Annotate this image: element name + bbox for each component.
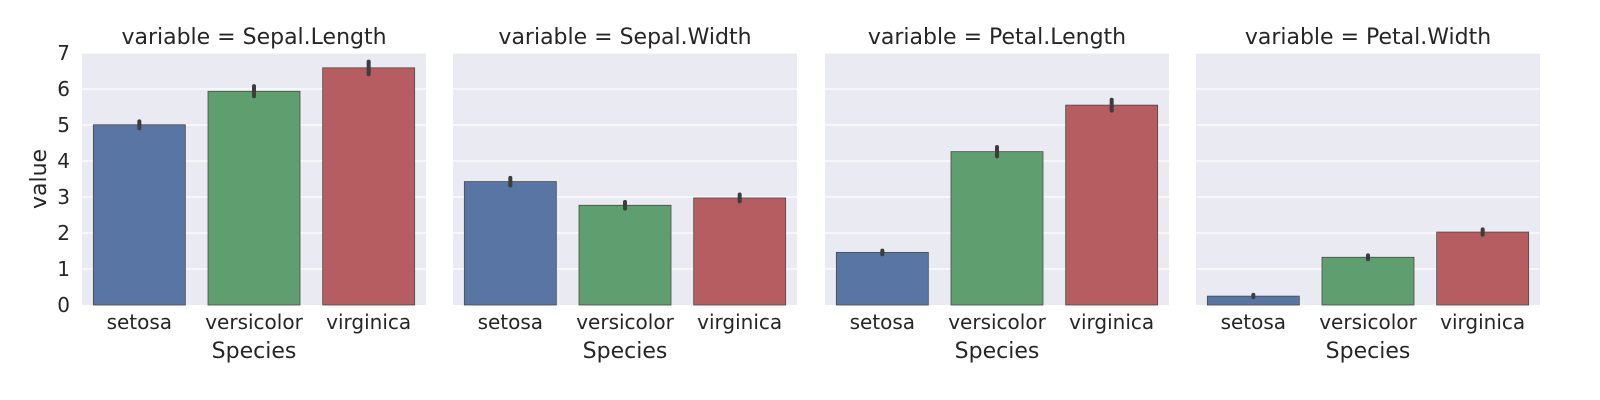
- bar-versicolor: [578, 204, 672, 306]
- x-axis-label: Species: [583, 339, 668, 364]
- y-tick-label: 1: [57, 257, 70, 281]
- x-tick-label: setosa: [107, 310, 172, 334]
- bar-versicolor: [1321, 256, 1415, 306]
- x-axis-label: Species: [212, 339, 297, 364]
- facet-title: variable = Sepal.Length: [121, 25, 386, 50]
- y-tick-label: 4: [57, 149, 70, 173]
- x-tick-label: virginica: [1069, 310, 1154, 334]
- bar-setosa: [835, 251, 929, 306]
- bar-virginica: [693, 197, 787, 306]
- x-tick-label: setosa: [1221, 310, 1286, 334]
- bar-setosa: [463, 181, 557, 306]
- y-tick-label: 2: [57, 221, 70, 245]
- x-tick-label: versicolor: [205, 310, 303, 334]
- x-tick-label: virginica: [1440, 310, 1525, 334]
- x-axis-label: Species: [1326, 339, 1411, 364]
- y-tick-label: 7: [57, 41, 70, 65]
- bar-versicolor: [207, 90, 301, 306]
- x-tick-label: virginica: [697, 310, 782, 334]
- x-tick-label: virginica: [326, 310, 411, 334]
- facet-title: variable = Petal.Length: [868, 25, 1126, 50]
- y-tick-label: 5: [57, 113, 70, 137]
- x-axis-label: Species: [955, 339, 1040, 364]
- y-tick-label: 0: [57, 293, 70, 317]
- x-tick-label: versicolor: [1319, 310, 1417, 334]
- x-tick-label: versicolor: [576, 310, 674, 334]
- bar-virginica: [1065, 104, 1159, 306]
- bar-versicolor: [950, 151, 1044, 306]
- facet-title: variable = Petal.Width: [1245, 25, 1491, 50]
- y-axis-label: value: [27, 149, 52, 209]
- x-tick-label: versicolor: [948, 310, 1046, 334]
- bar-virginica: [322, 67, 416, 306]
- bar-virginica: [1436, 231, 1530, 306]
- x-tick-label: setosa: [850, 310, 915, 334]
- y-tick-label: 6: [57, 77, 70, 101]
- facet-title: variable = Sepal.Width: [498, 25, 751, 50]
- x-tick-label: setosa: [478, 310, 543, 334]
- y-tick-label: 3: [57, 185, 70, 209]
- bar-setosa: [92, 124, 186, 306]
